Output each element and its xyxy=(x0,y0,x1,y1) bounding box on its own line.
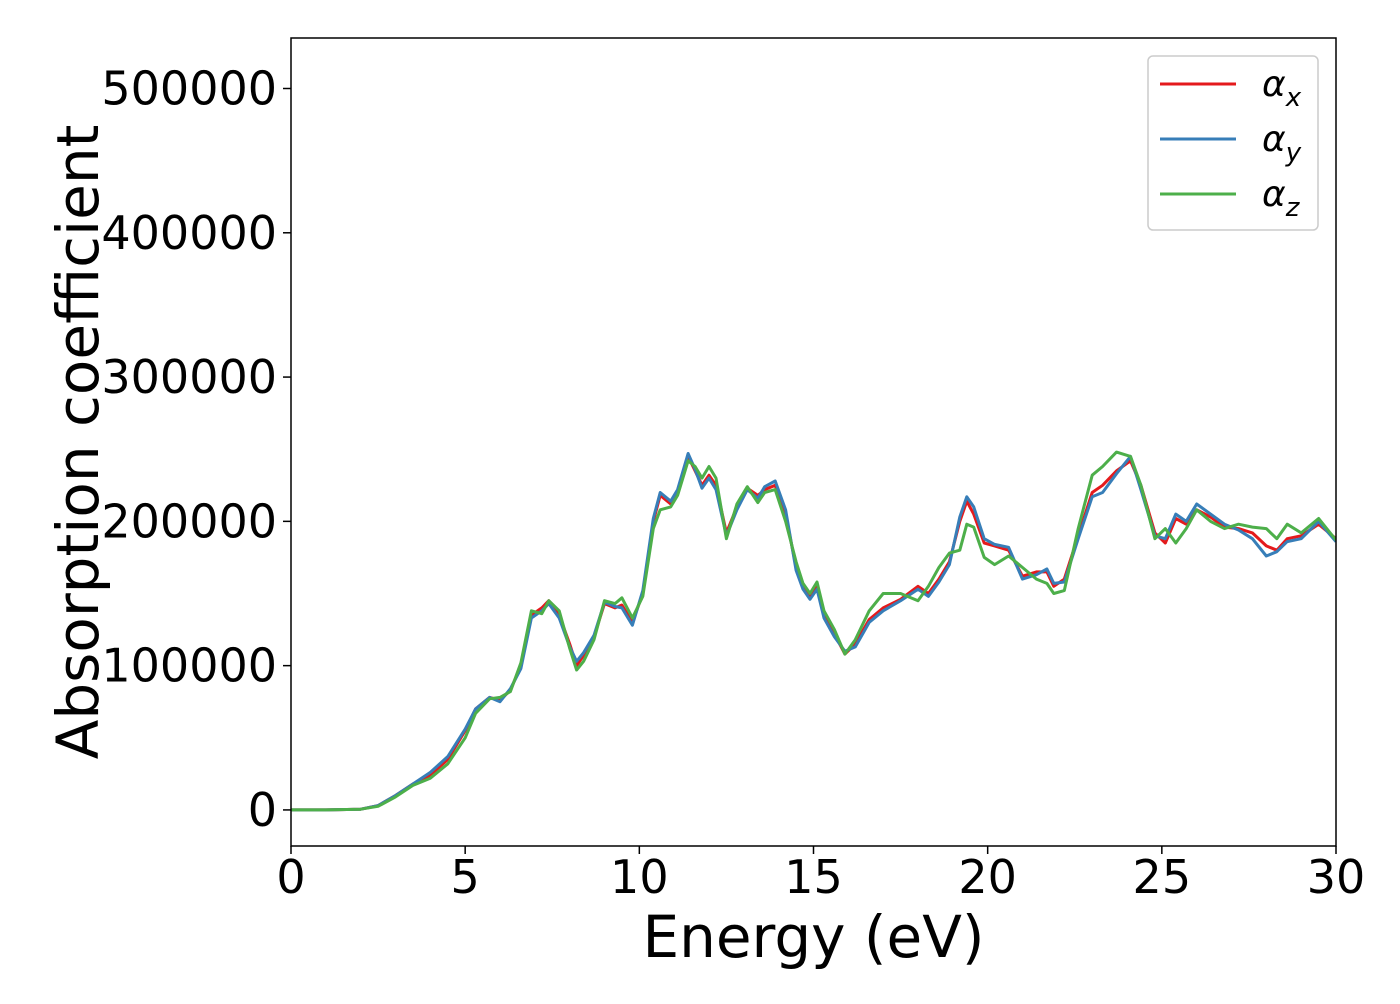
y-tick-label: 0 xyxy=(248,783,277,837)
y-axis: 0 100000 200000 300000 400000 500000 xyxy=(101,62,291,837)
legend-label-x: αx xyxy=(1262,64,1302,113)
y-tick-label: 300000 xyxy=(101,350,277,404)
series-line-y xyxy=(291,452,1336,812)
legend-label-y: αy xyxy=(1262,119,1302,168)
x-tick-label: 20 xyxy=(958,850,1017,904)
x-tick-label: 15 xyxy=(784,850,843,904)
x-tick-label: 5 xyxy=(451,850,480,904)
series-layer xyxy=(291,450,1336,812)
y-tick-label: 200000 xyxy=(101,494,277,548)
x-tick-label: 10 xyxy=(610,850,669,904)
series-line-z xyxy=(291,450,1336,812)
x-axis: 0 5 10 15 20 25 30 xyxy=(276,846,1365,904)
y-axis-label: Absorption coefficient xyxy=(44,125,112,760)
legend-frame xyxy=(1147,55,1319,231)
x-axis-label: Energy (eV) xyxy=(642,903,984,971)
y-tick-label: 400000 xyxy=(101,206,277,260)
x-tick-label: 30 xyxy=(1307,850,1366,904)
y-tick-label: 100000 xyxy=(101,639,277,693)
x-tick-label: 25 xyxy=(1133,850,1192,904)
y-tick-label: 500000 xyxy=(101,62,277,116)
legend: αx αy αz xyxy=(1147,55,1319,231)
x-tick-label: 0 xyxy=(276,850,305,904)
legend-label-z: αz xyxy=(1262,174,1301,223)
